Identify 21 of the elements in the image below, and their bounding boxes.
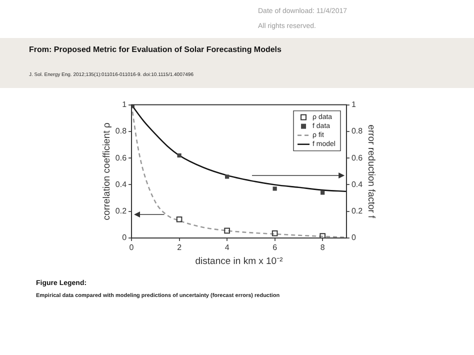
y-tick-label: 0 [122,233,128,242]
y-tick-label: 0.4 [115,180,128,189]
y2-tick-label: 1 [351,100,356,110]
x-tick-label: 0 [129,243,134,252]
y2-tick-label: 0.8 [351,126,364,136]
y2-tick-label: 0.4 [351,180,364,189]
y-axis-title: correlation coefficient ρ [101,122,112,220]
x-tick-label: 8 [320,243,326,252]
y2-tick-label: 0.2 [351,206,364,216]
x-axis-title: distance in km x 10⁻² [195,256,283,267]
x-tick-label: 6 [272,243,278,252]
y-tick-label: 0.6 [115,153,128,162]
x-tick-label: 2 [177,243,182,252]
y2-tick-label: 0 [351,233,356,242]
y-tick-label: 1 [122,100,128,110]
y2-axis-title: error reduction factor f [366,124,377,218]
chart-title: From: Proposed Metric for Evaluation of Solar Forecasting Models [29,45,282,54]
y2-tick-label: 0.6 [351,153,364,162]
y-tick-label: 0.8 [115,126,128,136]
y-tick-label: 0.2 [115,206,128,216]
x-tick-label: 4 [224,243,230,252]
